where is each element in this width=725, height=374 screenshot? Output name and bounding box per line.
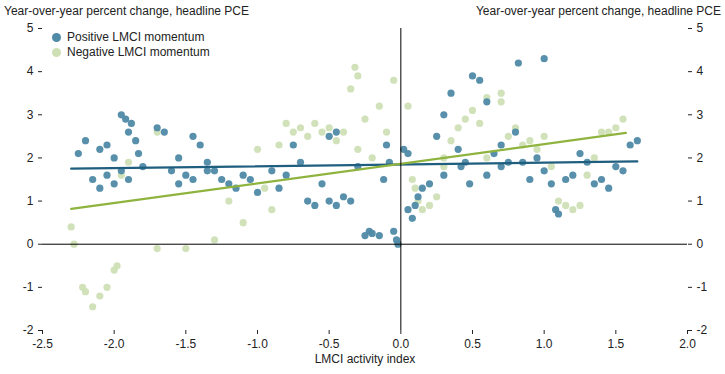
svg-text:1: 1 (27, 194, 34, 208)
svg-text:2: 2 (27, 151, 34, 165)
svg-text:1.0: 1.0 (536, 337, 553, 351)
html-text:Year-over-year percent change,: Year-over-year percent change, headline … (4, 4, 249, 18)
svg-text:-2.0: -2.0 (104, 337, 125, 351)
svg-text:0: 0 (697, 237, 704, 251)
svg-text:LMCI activity index: LMCI activity index (315, 352, 416, 366)
svg-text:5: 5 (697, 21, 704, 35)
svg-text:-0.5: -0.5 (319, 337, 340, 351)
svg-text:-2: -2 (697, 323, 708, 337)
svg-text:0.5: 0.5 (464, 337, 481, 351)
svg-text:-1: -1 (23, 280, 34, 294)
svg-text:-1.5: -1.5 (175, 337, 196, 351)
svg-text:0: 0 (27, 237, 34, 251)
html-text:Positive LMCI momentum: Positive LMCI momentum (67, 30, 205, 44)
html-text:Negative LMCI momentum: Negative LMCI momentum (67, 45, 210, 59)
svg-text:0.0: 0.0 (392, 337, 409, 351)
svg-text:3: 3 (697, 108, 704, 122)
svg-text:4: 4 (27, 64, 34, 78)
svg-text:-1.0: -1.0 (247, 337, 268, 351)
svg-text:-2: -2 (23, 323, 34, 337)
svg-text:1.5: 1.5 (607, 337, 624, 351)
svg-text:2.0: 2.0 (679, 337, 696, 351)
html-text:Year-over-year percent change,: Year-over-year percent change, headline … (476, 4, 721, 18)
svg-text:-2.5: -2.5 (32, 337, 53, 351)
svg-text:5: 5 (27, 21, 34, 35)
svg-text:4: 4 (697, 64, 704, 78)
svg-text:2: 2 (697, 151, 704, 165)
svg-text:1: 1 (697, 194, 704, 208)
svg-text:-1: -1 (697, 280, 708, 294)
svg-text:3: 3 (27, 108, 34, 122)
